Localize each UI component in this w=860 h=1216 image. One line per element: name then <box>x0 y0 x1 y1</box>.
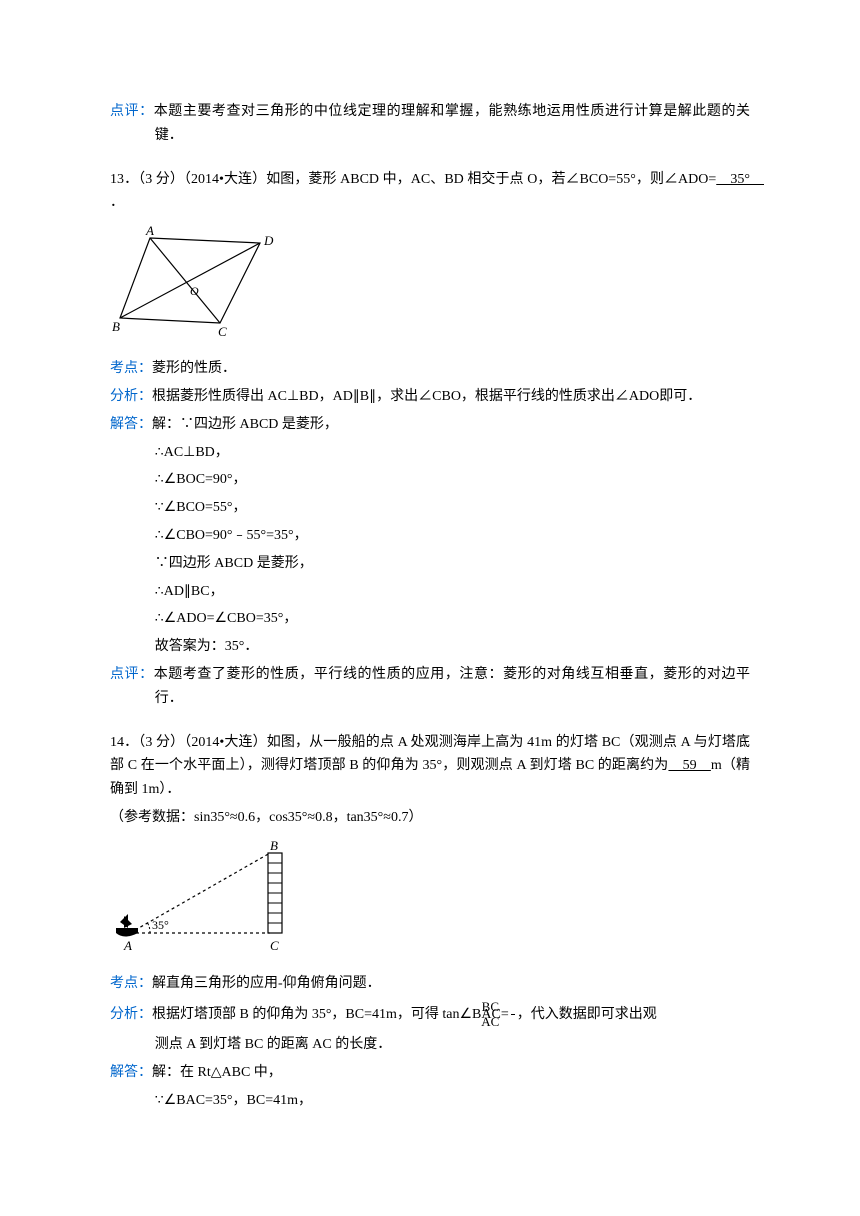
q14-stem-a: 14．（3 分）（2014•大连）如图，从一般船的点 A 处观测海岸上高为 41… <box>110 735 750 774</box>
label-b: B <box>270 838 278 853</box>
q13-ans-line: ∵∠BCO=55°， <box>110 496 750 520</box>
label-c: C <box>218 324 227 339</box>
analysis-label: 分析： <box>110 1007 152 1022</box>
spacer <box>110 152 750 168</box>
label-a: A <box>123 938 132 953</box>
q14-analysis-line2: 测点 A 到灯塔 BC 的距离 AC 的长度． <box>110 1033 750 1057</box>
frac-num: BC <box>511 1000 515 1015</box>
q13-ans-line: ∴∠ADO=∠CBO=35°， <box>110 607 750 631</box>
label-d: D <box>263 233 274 248</box>
q13-topic-text: 菱形的性质． <box>152 361 236 376</box>
q13-ans-lead: 解：∵四边形 ABCD 是菱形， <box>152 417 338 432</box>
q14-ans-lead: 解：在 Rt△ABC 中， <box>152 1065 282 1080</box>
diagonal-bd <box>120 243 260 318</box>
q13-stem-a: 13．（3 分）（2014•大连）如图，菱形 ABCD 中，AC、BD 相交于点… <box>110 172 716 187</box>
diagonal-ac <box>150 238 220 323</box>
analysis-label: 分析： <box>110 389 152 404</box>
document-page: 点评：本题主要考查对三角形的中位线定理的理解和掌握，能熟练地运用性质进行计算是解… <box>0 0 860 1157</box>
q14-analysis-a: 根据灯塔顶部 B 的仰角为 35°，BC=41m，可得 tan∠BAC= <box>152 1007 509 1022</box>
q13-analysis-text: 根据菱形性质得出 AC⊥BD，AD∥B∥，求出∠CBO，根据平行线的性质求出∠A… <box>152 389 701 404</box>
label-a: A <box>145 223 154 238</box>
elevation-diagram: 35° A B C <box>110 838 310 958</box>
q13-comment: 点评：本题考查了菱形的性质，平行线的性质的应用，注意：菱形的对角线互相垂直，菱形… <box>110 663 750 711</box>
q14-stem: 14．（3 分）（2014•大连）如图，从一般船的点 A 处观测海岸上高为 41… <box>110 731 750 802</box>
q13-analysis: 分析：根据菱形性质得出 AC⊥BD，AD∥B∥，求出∠CBO，根据平行线的性质求… <box>110 385 750 409</box>
q13-ans-line: ∴∠BOC=90°， <box>110 468 750 492</box>
comment-label: 点评： <box>110 667 154 682</box>
q13-figure: A D B C O <box>110 223 750 343</box>
rhombus-diagram: A D B C O <box>110 223 290 343</box>
boat-icon <box>116 914 138 937</box>
q13-ans-line: ∴AD∥BC， <box>110 580 750 604</box>
q14-analysis-b: ，代入数据即可求出观 <box>517 1007 657 1022</box>
label-o: O <box>190 284 199 298</box>
label-b: B <box>112 319 120 334</box>
q13-ans-line: ∵四边形 ABCD 是菱形， <box>110 552 750 576</box>
q14-topic: 考点：解直角三角形的应用-仰角俯角问题． <box>110 972 750 996</box>
comment-label: 点评： <box>110 104 154 119</box>
q14-ans-line: ∵∠BAC=35°，BC=41m， <box>110 1089 750 1113</box>
topic-label: 考点： <box>110 976 152 991</box>
fraction-bc-ac: BCAC <box>511 1000 515 1030</box>
q13-topic: 考点：菱形的性质． <box>110 357 750 381</box>
q14-topic-text: 解直角三角形的应用-仰角俯角问题． <box>152 976 381 991</box>
q14-answer-lead: 解答：解：在 Rt△ABC 中， <box>110 1061 750 1085</box>
q13-stem: 13．（3 分）（2014•大连）如图，菱形 ABCD 中，AC、BD 相交于点… <box>110 168 750 216</box>
q13-answer-blank: 35° <box>716 172 764 187</box>
q13-ans-line: ∴AC⊥BD， <box>110 441 750 465</box>
frac-den: AC <box>511 1015 515 1029</box>
q12-comment: 点评：本题主要考查对三角形的中位线定理的理解和掌握，能熟练地运用性质进行计算是解… <box>110 100 750 148</box>
q14-analysis-line1: 分析：根据灯塔顶部 B 的仰角为 35°，BC=41m，可得 tan∠BAC=B… <box>110 1000 750 1030</box>
spacer <box>110 715 750 731</box>
q12-comment-text: 本题主要考查对三角形的中位线定理的理解和掌握，能熟练地运用性质进行计算是解此题的… <box>154 104 750 143</box>
answer-label: 解答： <box>110 1065 152 1080</box>
topic-label: 考点： <box>110 361 152 376</box>
angle-label: 35° <box>152 918 169 932</box>
angle-arc <box>147 922 150 933</box>
q13-stem-b: ． <box>110 195 124 210</box>
lighthouse <box>268 853 282 933</box>
q14-answer-blank: 59 <box>668 758 710 773</box>
q14-ref: （参考数据：sin35°≈0.6，cos35°≈0.8，tan35°≈0.7） <box>110 806 750 830</box>
q13-comment-text: 本题考查了菱形的性质，平行线的性质的应用，注意：菱形的对角线互相垂直，菱形的对边… <box>154 667 750 706</box>
q13-answer-lead: 解答：解：∵四边形 ABCD 是菱形， <box>110 413 750 437</box>
line-ab <box>130 853 270 933</box>
q14-figure: 35° A B C <box>110 838 750 958</box>
answer-label: 解答： <box>110 417 152 432</box>
label-c: C <box>270 938 279 953</box>
q13-ans-line: 故答案为：35°． <box>110 635 750 659</box>
q13-ans-line: ∴∠CBO=90°﹣55°=35°， <box>110 524 750 548</box>
